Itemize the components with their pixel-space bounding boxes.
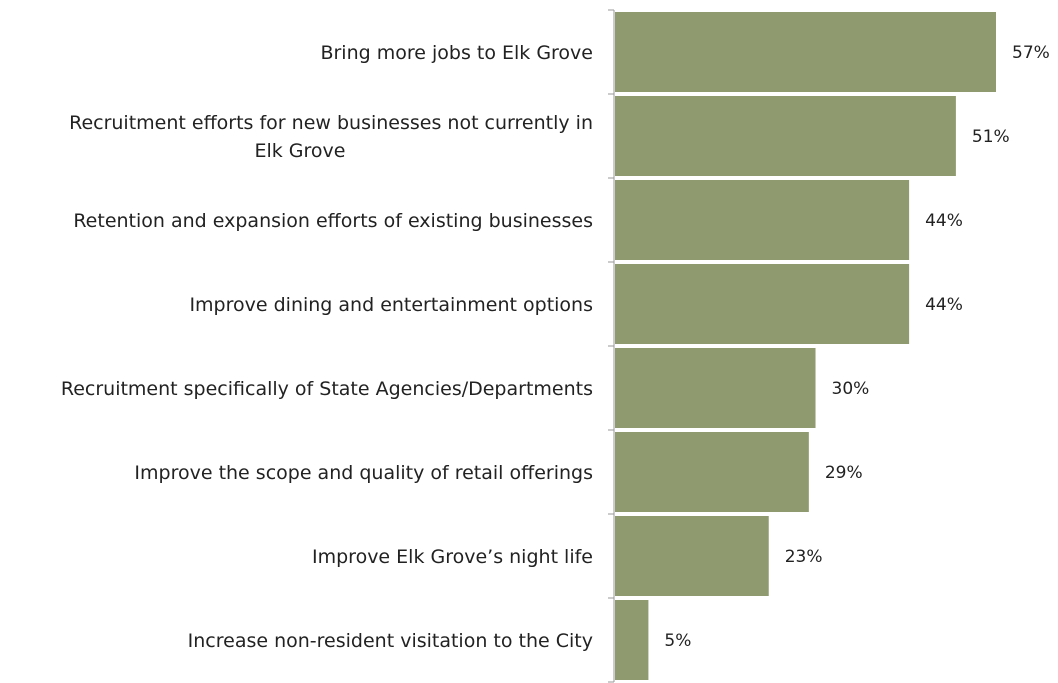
bars-group xyxy=(615,12,996,680)
category-label-2-line-1: Recruitment efforts for new businesses n… xyxy=(69,112,593,134)
bar-5 xyxy=(615,348,816,428)
category-label-3: Retention and expansion efforts of exist… xyxy=(73,210,593,232)
value-label-5: 30% xyxy=(832,379,870,399)
value-label-4: 44% xyxy=(925,295,963,315)
category-label-2-line-2: Elk Grove xyxy=(254,140,345,162)
bar-2 xyxy=(615,96,956,176)
category-label-1: Bring more jobs to Elk Grove xyxy=(320,42,593,64)
value-labels-group: 57% 51% 44% 44% 30% 29% 23% 5% xyxy=(664,43,1049,651)
category-label-7: Improve Elk Grove’s night life xyxy=(312,546,593,568)
bar-8 xyxy=(615,600,649,680)
bar-4 xyxy=(615,264,910,344)
category-label-5: Recruitment specifically of State Agenci… xyxy=(61,378,593,400)
value-label-2: 51% xyxy=(972,127,1010,147)
category-label-4: Improve dining and entertainment options xyxy=(189,294,593,316)
bar-1 xyxy=(615,12,996,92)
category-axis xyxy=(608,9,615,683)
value-label-6: 29% xyxy=(825,463,863,483)
value-label-1: 57% xyxy=(1012,43,1050,63)
bar-3 xyxy=(615,180,910,260)
bar-6 xyxy=(615,432,809,512)
value-label-7: 23% xyxy=(785,547,823,567)
value-label-8: 5% xyxy=(664,631,691,651)
bar-7 xyxy=(615,516,769,596)
category-label-8: Increase non-resident visitation to the … xyxy=(188,630,593,652)
category-labels-group: Bring more jobs to Elk Grove Recruitment … xyxy=(61,42,593,652)
value-label-3: 44% xyxy=(925,211,963,231)
category-label-6: Improve the scope and quality of retail … xyxy=(134,462,593,484)
